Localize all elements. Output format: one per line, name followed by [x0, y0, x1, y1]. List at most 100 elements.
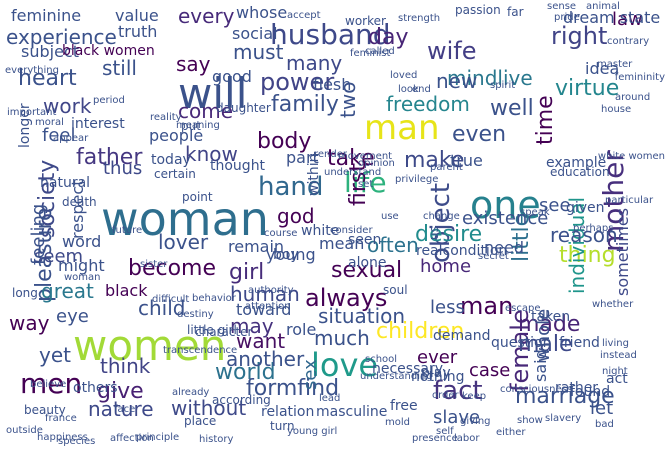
cloud-word: thing [559, 243, 616, 268]
cloud-word: contrary [607, 36, 650, 47]
cloud-word: opinion [358, 158, 395, 169]
cloud-word: moral [35, 117, 64, 128]
cloud-word: good [212, 67, 252, 86]
cloud-word: sense [547, 1, 577, 12]
cloud-word: use [381, 211, 399, 222]
cloud-word: seem [34, 246, 84, 267]
cloud-word: presence [412, 433, 458, 444]
cloud-word: world [215, 360, 276, 385]
cloud-word: question [491, 335, 552, 351]
cloud-word: yet [39, 343, 71, 367]
cloud-word: idea [585, 59, 620, 78]
cloud-word: take [327, 146, 375, 171]
cloud-word: spirit [490, 80, 516, 91]
cloud-word: femininity [614, 72, 665, 83]
cloud-word: important [7, 107, 57, 118]
cloud-word: even [452, 122, 507, 147]
cloud-word: desire [415, 222, 483, 247]
cloud-word: men [20, 367, 83, 400]
cloud-word: father [76, 145, 143, 170]
cloud-word: give [97, 379, 144, 404]
cloud-word: need [484, 238, 524, 257]
cloud-word: labor [454, 433, 480, 444]
cloud-word: consider [330, 225, 373, 236]
cloud-word: happiness [37, 432, 88, 443]
cloud-word: feel [42, 125, 76, 146]
cloud-word: one [470, 183, 541, 227]
cloud-word: existence [462, 208, 549, 229]
cloud-word: transcendence [163, 345, 238, 356]
cloud-word: much [314, 326, 370, 350]
cloud-word: eye [56, 306, 89, 327]
cloud-word: period [93, 95, 125, 106]
cloud-word: think [100, 354, 151, 378]
cloud-word: new [436, 69, 478, 93]
cloud-word: secret [478, 251, 509, 262]
cloud-word: young girl [287, 426, 338, 437]
cloud-word: husband [270, 18, 391, 51]
cloud-word: social [232, 24, 278, 43]
cloud-word: particular [605, 195, 654, 206]
cloud-word: today [151, 152, 191, 168]
cloud-word: school [365, 354, 398, 365]
cloud-word: turn [270, 419, 295, 433]
cloud-word: true [450, 151, 483, 170]
cloud-word: meaning [176, 120, 220, 131]
cloud-word: worker [345, 14, 386, 28]
cloud-word: people [149, 126, 204, 145]
cloud-word: outside [6, 425, 43, 436]
cloud-word: necessary [372, 361, 444, 377]
cloud-word: women [73, 321, 227, 370]
cloud-word: day [368, 25, 409, 50]
cloud-word: accept [287, 10, 321, 21]
cloud-word: let [590, 398, 614, 419]
cloud-word: want [236, 329, 286, 353]
cloud-word: friend [559, 335, 600, 351]
cloud-word: example [546, 155, 607, 171]
cloud-word: woman [101, 192, 269, 246]
cloud-word: say [176, 52, 211, 76]
cloud-word: face [114, 404, 136, 415]
cloud-word: young [266, 245, 316, 264]
cloud-word: truth [118, 22, 158, 41]
cloud-word: put [181, 119, 201, 133]
cloud-word: dream state [563, 8, 661, 27]
cloud-word: death [62, 195, 97, 209]
cloud-word: passion [455, 3, 501, 17]
cloud-word: another [226, 347, 305, 371]
cloud-word: reason [550, 223, 618, 247]
cloud-word: master [597, 59, 633, 70]
cloud-word: loved [390, 70, 418, 81]
cloud-word: virtue [555, 76, 620, 101]
cloud-word: right [551, 22, 608, 50]
cloud-word: given [566, 200, 605, 216]
cloud-word: alone [348, 255, 387, 271]
cloud-word: role [286, 320, 317, 339]
cloud-word: others [73, 380, 118, 396]
cloud-word: self [436, 426, 454, 437]
cloud-word: experience [6, 25, 117, 49]
cloud-word: night [602, 366, 628, 377]
cloud-word: principle [136, 432, 180, 443]
cloud-word: black [105, 281, 148, 300]
cloud-word: escape [505, 303, 541, 314]
cloud-word: natural [40, 175, 91, 191]
cloud-word: according [212, 393, 271, 407]
cloud-word: hand [258, 172, 324, 202]
cloud-word: boy [273, 247, 299, 263]
cloud-word: whose [236, 3, 288, 22]
cloud-word: authority [248, 285, 294, 296]
cloud-word: time [533, 95, 558, 145]
cloud-word: certain [154, 167, 196, 181]
cloud-word: said [531, 349, 550, 382]
cloud-word: place [184, 414, 217, 428]
cloud-word: bad [595, 419, 614, 430]
cloud-word: far [507, 5, 524, 19]
cloud-word: destiny [177, 309, 214, 320]
cloud-word: body [257, 129, 312, 154]
cloud-word: show [517, 415, 543, 426]
cloud-word: masculine [316, 404, 388, 420]
cloud-word: order [432, 390, 459, 401]
cloud-word: living [602, 338, 629, 349]
